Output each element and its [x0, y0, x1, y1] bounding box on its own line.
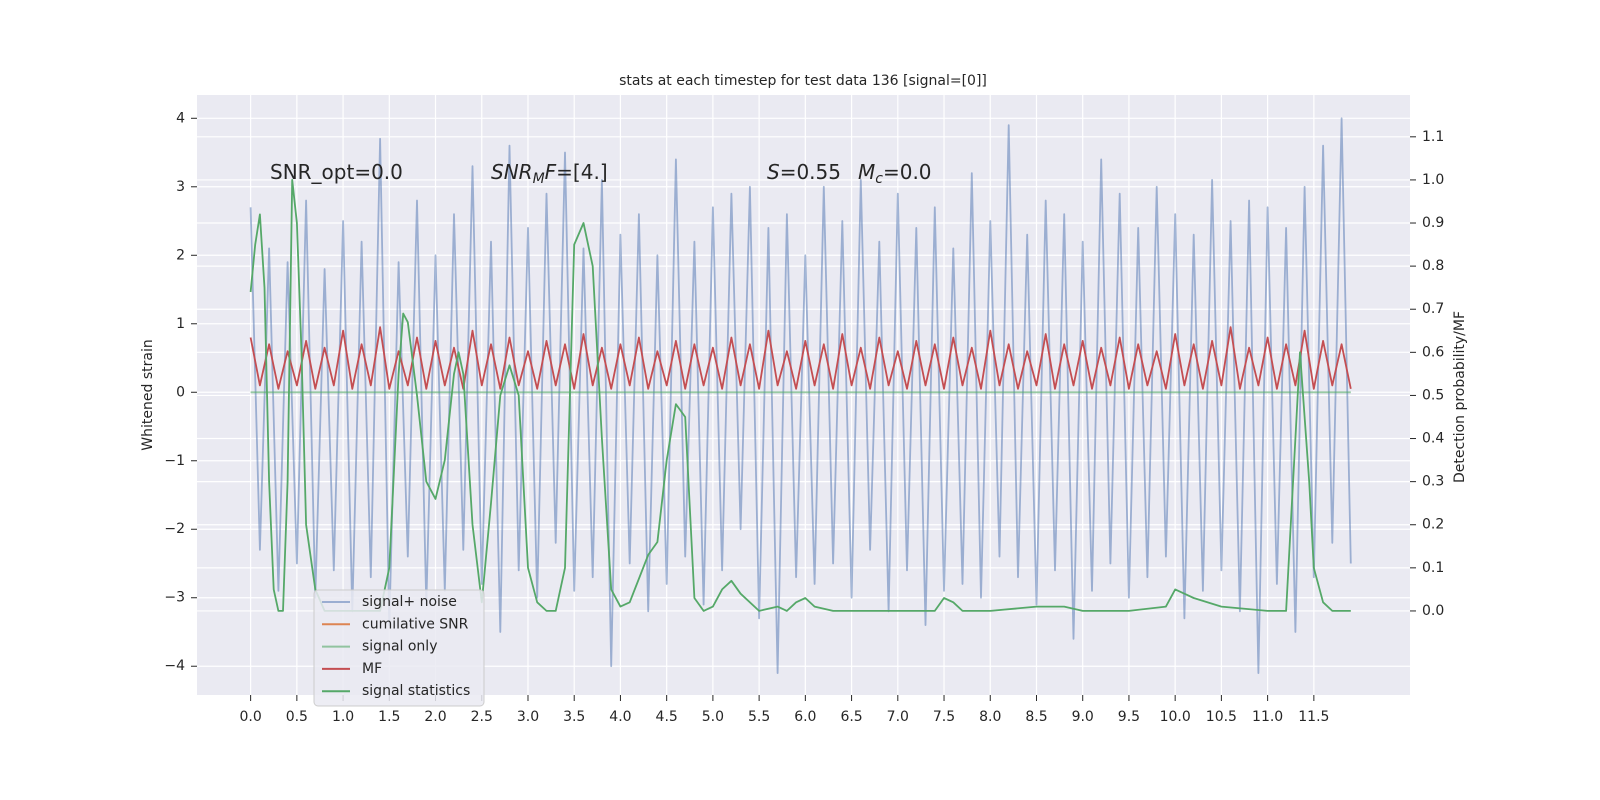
legend-box	[313, 589, 485, 707]
x-tick-label: 8.0	[979, 709, 1001, 725]
x-tick-label: 11.5	[1298, 709, 1329, 725]
y2-tick-label: 0.8	[1422, 258, 1444, 274]
x-tick-label: 8.5	[1025, 709, 1047, 725]
y2-tick-label: 0.0	[1422, 603, 1444, 619]
y2-axis-label: Detection probability/MF	[1452, 311, 1468, 483]
annotation-part: SNR_opt=0.0	[270, 160, 403, 184]
y2-tick-label: 0.3	[1422, 474, 1444, 490]
y2-tick-label: 0.5	[1422, 387, 1444, 403]
x-tick-label: 0.0	[239, 709, 261, 725]
y-axis-label: Whitened strain	[140, 339, 156, 450]
y-tick-label: −3	[164, 590, 185, 606]
y-tick-label: −1	[164, 453, 185, 469]
x-tick-label: 5.5	[748, 709, 770, 725]
annotation-part: M	[858, 160, 875, 184]
legend-label: cumilative SNR	[362, 616, 469, 632]
y-tick-label: 4	[176, 110, 185, 126]
legend-label: signal statistics	[362, 683, 470, 699]
annotation-part: F	[545, 160, 557, 184]
x-tick-label: 6.0	[794, 709, 816, 725]
annotation-part: =[4.]	[556, 160, 607, 184]
x-tick-label: 0.5	[286, 709, 308, 725]
axes: 0.0 0.5 1.0 1.5 2.0 2.5 3.0 3.5 4.0 4.5 5.0 5.5 6.0 6…	[164, 110, 1444, 725]
series-line	[249, 117, 1352, 674]
y2-tick-label: 0.6	[1422, 344, 1444, 360]
y-tick-label: −2	[164, 521, 185, 537]
annotation-part: S	[767, 160, 780, 184]
y-tick-label: −4	[164, 658, 185, 674]
x-tick-label: 7.0	[887, 709, 909, 725]
series-line	[249, 326, 1352, 390]
y-tick-label: 2	[176, 247, 185, 263]
y2-tick-label: 0.7	[1422, 301, 1444, 317]
annotation-part: c	[875, 171, 883, 187]
x-tick-label: 4.5	[656, 709, 678, 725]
y2-tick-label: 1.0	[1422, 172, 1444, 188]
annotation: S=0.55	[767, 160, 841, 184]
y2-tick-label: 0.1	[1422, 560, 1444, 576]
annotation-part: =0.0	[883, 160, 932, 184]
x-tick-label: 2.0	[424, 709, 446, 725]
legend-label: signal only	[362, 639, 437, 655]
annotation: SNR_opt=0.0	[270, 160, 403, 184]
x-tick-label: 2.5	[471, 709, 493, 725]
y-tick-label: 0	[176, 384, 185, 400]
annotation: Mc=0.0	[858, 160, 932, 188]
x-tick-label: 3.5	[563, 709, 585, 725]
x-tick-label: 7.5	[933, 709, 955, 725]
annotation-part: =0.55	[780, 160, 841, 184]
y2-tick-label: 0.4	[1422, 431, 1444, 447]
y-tick-label: 3	[176, 179, 185, 195]
x-tick-label: 9.5	[1118, 709, 1140, 725]
x-tick-label: 4.0	[609, 709, 631, 725]
annotation-part: SNR	[491, 160, 533, 184]
y2-tick-label: 0.9	[1422, 215, 1444, 231]
y2-tick-label: 0.2	[1422, 517, 1444, 533]
x-tick-label: 9.0	[1072, 709, 1094, 725]
annotation: SNRMF=[4.]	[491, 160, 608, 188]
x-tick-label: 10.5	[1206, 709, 1237, 725]
legend-label: MF	[362, 661, 382, 677]
legend: signal+ noise cumilative SNR signal only MF…	[313, 589, 485, 707]
annotation-part: M	[533, 171, 545, 187]
y2-tick-label: 1.1	[1422, 129, 1444, 145]
x-tick-label: 10.0	[1160, 709, 1191, 725]
x-tick-label: 1.5	[378, 709, 400, 725]
legend-label: signal+ noise	[362, 594, 457, 610]
chart-title: stats at each timestep for test data 136…	[619, 73, 987, 89]
annotations: SNR_opt=0.0 SNRMF=[4.] S=0.55 Mc=0.0	[270, 160, 932, 188]
x-tick-label: 1.0	[332, 709, 354, 725]
x-tick-label: 11.0	[1252, 709, 1283, 725]
x-tick-label: 3.0	[517, 709, 539, 725]
y-tick-label: 1	[176, 316, 185, 332]
x-tick-label: 6.5	[840, 709, 862, 725]
x-tick-label: 5.0	[702, 709, 724, 725]
